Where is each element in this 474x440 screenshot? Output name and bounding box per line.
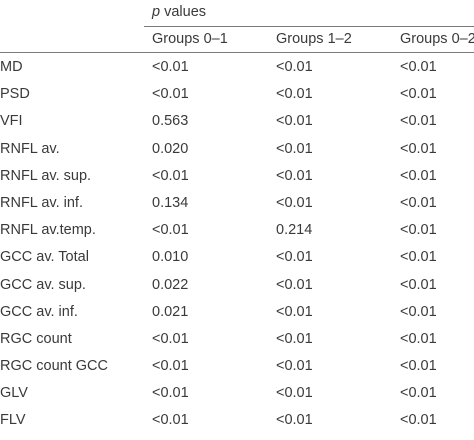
row-label: RNFL av. inf. — [0, 194, 83, 211]
value-groups-1-2: <0.01 — [276, 330, 313, 347]
value-groups-0-2: <0.01 — [400, 59, 437, 75]
table-row: RNFL av.temp. <0.01 0.214 <0.01 — [0, 216, 474, 243]
table-row: GLV <0.01 <0.01 <0.01 — [0, 379, 474, 406]
value-groups-1-2: <0.01 — [276, 303, 313, 320]
table-row: GCC av. inf. 0.021 <0.01 <0.01 — [0, 298, 474, 325]
value-groups-0-2: <0.01 — [400, 385, 437, 402]
value-groups-0-1: <0.01 — [152, 167, 189, 184]
value-groups-0-1: <0.01 — [152, 86, 189, 103]
table-body: MD <0.01 <0.01 <0.01 PSD <0.01 <0.01 <0.01 VFI 0.… — [0, 53, 474, 434]
value-groups-1-2: <0.01 — [276, 385, 313, 402]
value-groups-0-1: <0.01 — [152, 59, 189, 75]
row-label: RNFL av.temp. — [0, 222, 96, 239]
value-groups-0-1: 0.134 — [152, 194, 189, 211]
table-row: RGC count GCC <0.01 <0.01 <0.01 — [0, 352, 474, 379]
row-label: GCC av. Total — [0, 249, 89, 266]
column-header-row: Groups 0–1 Groups 1–2 Groups 0–2 — [0, 27, 474, 53]
value-groups-0-1: <0.01 — [152, 330, 189, 347]
value-groups-1-2: <0.01 — [276, 276, 313, 293]
value-groups-0-1: 0.563 — [152, 113, 189, 130]
row-label: GLV — [0, 385, 28, 402]
value-groups-0-1: 0.020 — [152, 140, 189, 157]
value-groups-0-1: 0.010 — [152, 249, 189, 266]
value-groups-0-1: 0.022 — [152, 276, 189, 293]
row-label: GCC av. inf. — [0, 303, 78, 320]
value-groups-0-1: <0.01 — [152, 222, 189, 239]
value-groups-1-2: <0.01 — [276, 167, 313, 184]
column-header-groups-0-1: Groups 0–1 — [152, 31, 228, 47]
row-label: PSD — [0, 86, 30, 103]
table-row: VFI 0.563 <0.01 <0.01 — [0, 107, 474, 134]
row-label: GCC av. sup. — [0, 276, 86, 293]
value-groups-1-2: <0.01 — [276, 140, 313, 157]
values-word: values — [160, 4, 207, 20]
value-groups-1-2: <0.01 — [276, 358, 313, 375]
value-groups-1-2: <0.01 — [276, 412, 313, 429]
value-groups-0-2: <0.01 — [400, 276, 437, 293]
row-label: RGC count GCC — [0, 358, 108, 375]
value-groups-0-1: <0.01 — [152, 412, 189, 429]
row-label: FLV — [0, 412, 26, 429]
value-groups-0-2: <0.01 — [400, 167, 437, 184]
value-groups-0-2: <0.01 — [400, 140, 437, 157]
value-groups-0-1: 0.021 — [152, 303, 189, 320]
table-row: RGC count <0.01 <0.01 <0.01 — [0, 325, 474, 352]
group-header-row: p values — [0, 0, 474, 27]
row-label: VFI — [0, 113, 23, 130]
value-groups-1-2: <0.01 — [276, 113, 313, 130]
value-groups-1-2: <0.01 — [276, 86, 313, 103]
table-row: RNFL av. inf. 0.134 <0.01 <0.01 — [0, 189, 474, 216]
p-values-header: p values — [152, 4, 206, 20]
table-row: MD <0.01 <0.01 <0.01 — [0, 53, 474, 80]
table-row: PSD <0.01 <0.01 <0.01 — [0, 80, 474, 107]
row-label: RNFL av. sup. — [0, 167, 92, 184]
value-groups-0-2: <0.01 — [400, 412, 437, 429]
p-symbol: p — [152, 4, 161, 20]
column-header-groups-0-2: Groups 0–2 — [400, 31, 474, 47]
value-groups-0-2: <0.01 — [400, 249, 437, 266]
header-rule — [0, 52, 474, 53]
group-header-rule — [144, 26, 474, 27]
value-groups-0-2: <0.01 — [400, 358, 437, 375]
table-row: RNFL av. sup. <0.01 <0.01 <0.01 — [0, 162, 474, 189]
value-groups-0-2: <0.01 — [400, 330, 437, 347]
row-label: MD — [0, 59, 23, 75]
table-row: FLV <0.01 <0.01 <0.01 — [0, 406, 474, 433]
column-header-groups-1-2: Groups 1–2 — [276, 31, 352, 47]
value-groups-1-2: <0.01 — [276, 249, 313, 266]
value-groups-0-2: <0.01 — [400, 86, 437, 103]
value-groups-0-2: <0.01 — [400, 194, 437, 211]
value-groups-1-2: <0.01 — [276, 194, 313, 211]
table-row: GCC av. Total 0.010 <0.01 <0.01 — [0, 243, 474, 270]
row-label: RNFL av. — [0, 140, 60, 157]
row-label: RGC count — [0, 330, 72, 347]
value-groups-0-1: <0.01 — [152, 358, 189, 375]
value-groups-0-2: <0.01 — [400, 222, 437, 239]
table-row: GCC av. sup. 0.022 <0.01 <0.01 — [0, 271, 474, 298]
value-groups-0-1: <0.01 — [152, 385, 189, 402]
value-groups-0-2: <0.01 — [400, 303, 437, 320]
table-row: RNFL av. 0.020 <0.01 <0.01 — [0, 135, 474, 162]
value-groups-1-2: 0.214 — [276, 222, 313, 239]
value-groups-1-2: <0.01 — [276, 59, 313, 75]
value-groups-0-2: <0.01 — [400, 113, 437, 130]
